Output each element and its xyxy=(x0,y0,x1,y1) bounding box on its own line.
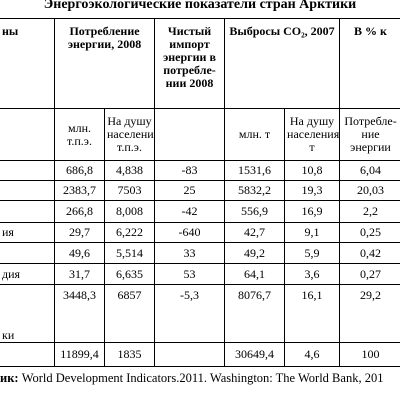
value-cell: 6,04 xyxy=(339,160,400,181)
value-cell: 11899,4 xyxy=(54,342,105,367)
value-cell: 33 xyxy=(154,242,226,264)
value-cell: 8076,7 xyxy=(224,284,286,343)
country-cell xyxy=(0,160,55,181)
value-cell: 3,6 xyxy=(284,263,341,285)
value-cell: 266,8 xyxy=(54,200,105,223)
value-cell: 0,27 xyxy=(339,263,400,285)
subheader-cell: На душу населения, т xyxy=(284,108,341,161)
value-cell: 20,03 xyxy=(339,180,400,201)
value-cell: 25 xyxy=(154,180,226,201)
value-cell: 42,7 xyxy=(224,222,286,243)
value-cell: -42 xyxy=(154,200,226,223)
value-cell: 1531,6 xyxy=(224,160,286,181)
data-row: 686,8 4,838 -83 1531,6 10,8 6,04 xyxy=(0,160,400,181)
value-cell: 2,2 xyxy=(339,200,400,223)
value-cell: 9,1 xyxy=(284,222,341,243)
value-cell: 686,8 xyxy=(54,160,105,181)
value-cell: 31,7 xyxy=(54,263,105,285)
subheader-cell: млн. т.п.э. xyxy=(54,108,105,161)
subheader-row: млн. т.п.э. На душу населения, т.п.э. мл… xyxy=(0,108,400,161)
data-row: 2383,7 7503 25 5832,2 19,3 20,03 xyxy=(0,180,400,201)
country-cell xyxy=(0,242,55,264)
value-cell: 6857 xyxy=(103,284,156,343)
value-cell: 29,7 xyxy=(54,222,105,243)
country-cell: ия xyxy=(0,222,55,243)
value-cell: 16,1 xyxy=(284,284,341,343)
value-cell: -5,3 xyxy=(154,284,226,343)
header-cell: ны xyxy=(0,18,55,109)
value-cell: 0,25 xyxy=(339,222,400,243)
header-cell: Выбросы CO₂, 2007 xyxy=(224,18,341,109)
value-cell: 49,6 xyxy=(54,242,105,264)
value-cell: 4,6 xyxy=(284,342,341,367)
source-note: ик: World Development Indicators.2011. W… xyxy=(0,371,400,386)
table-title: Энергоэкологические показатели стран Арк… xyxy=(43,0,357,12)
value-cell: 2383,7 xyxy=(54,180,105,201)
source-label: ик: xyxy=(0,371,19,385)
value-cell: 3448,3 xyxy=(54,284,105,343)
subheader-cell xyxy=(154,108,226,161)
value-cell: 29,2 xyxy=(339,284,400,343)
data-row: ия 29,7 6,222 -640 42,7 9,1 0,25 xyxy=(0,222,400,243)
subheader-cell: Потребле-ние энергии xyxy=(339,108,400,161)
value-cell: 19,3 xyxy=(284,180,341,201)
value-cell xyxy=(154,342,226,367)
value-cell: 5,9 xyxy=(284,242,341,264)
value-cell: 0,42 xyxy=(339,242,400,264)
subheader-cell xyxy=(0,108,55,161)
data-row: 49,6 5,514 33 49,2 5,9 0,42 xyxy=(0,242,400,264)
subheader-cell: млн. т xyxy=(224,108,286,161)
header-row: ны Потребление энергии, 2008 Чистый импо… xyxy=(0,18,400,109)
country-cell: ки xyxy=(0,284,55,343)
country-cell xyxy=(0,200,55,223)
subheader-cell: На душу населения, т.п.э. xyxy=(103,108,156,161)
value-cell: -640 xyxy=(154,222,226,243)
value-cell: 5832,2 xyxy=(224,180,286,201)
value-cell: 556,9 xyxy=(224,200,286,223)
value-cell: 6,635 xyxy=(103,263,156,285)
value-cell: 49,2 xyxy=(224,242,286,264)
country-cell: дия xyxy=(0,263,55,285)
data-row: 11899,4 1835 30649,4 4,6 100 xyxy=(0,342,400,367)
country-cell xyxy=(0,342,55,367)
source-text: World Development Indicators.2011. Washi… xyxy=(21,371,384,385)
data-row: дия 31,7 6,635 53 64,1 3,6 0,27 xyxy=(0,263,400,285)
value-cell: 4,838 xyxy=(103,160,156,181)
value-cell: 30649,4 xyxy=(224,342,286,367)
data-table: ны Потребление энергии, 2008 Чистый импо… xyxy=(0,18,400,367)
data-row: ки 3448,3 6857 -5,3 8076,7 16,1 29,2 xyxy=(0,284,400,343)
value-cell: 5,514 xyxy=(103,242,156,264)
value-cell: -83 xyxy=(154,160,226,181)
value-cell: 7503 xyxy=(103,180,156,201)
country-cell xyxy=(0,180,55,201)
value-cell: 16,9 xyxy=(284,200,341,223)
value-cell: 64,1 xyxy=(224,263,286,285)
value-cell: 100 xyxy=(339,342,400,367)
value-cell: 10,8 xyxy=(284,160,341,181)
data-row: 266,8 8,008 -42 556,9 16,9 2,2 xyxy=(0,200,400,223)
table-body: ны Потребление энергии, 2008 Чистый импо… xyxy=(0,18,400,367)
header-cell: Потребление энергии, 2008 xyxy=(53,18,156,109)
header-cell: В % к xyxy=(339,18,400,109)
value-cell: 6,222 xyxy=(103,222,156,243)
value-cell: 1835 xyxy=(103,342,156,367)
header-cell: Чистый импорт энергии в потребле-нии 200… xyxy=(154,18,226,109)
value-cell: 8,008 xyxy=(103,200,156,223)
value-cell: 53 xyxy=(154,263,226,285)
